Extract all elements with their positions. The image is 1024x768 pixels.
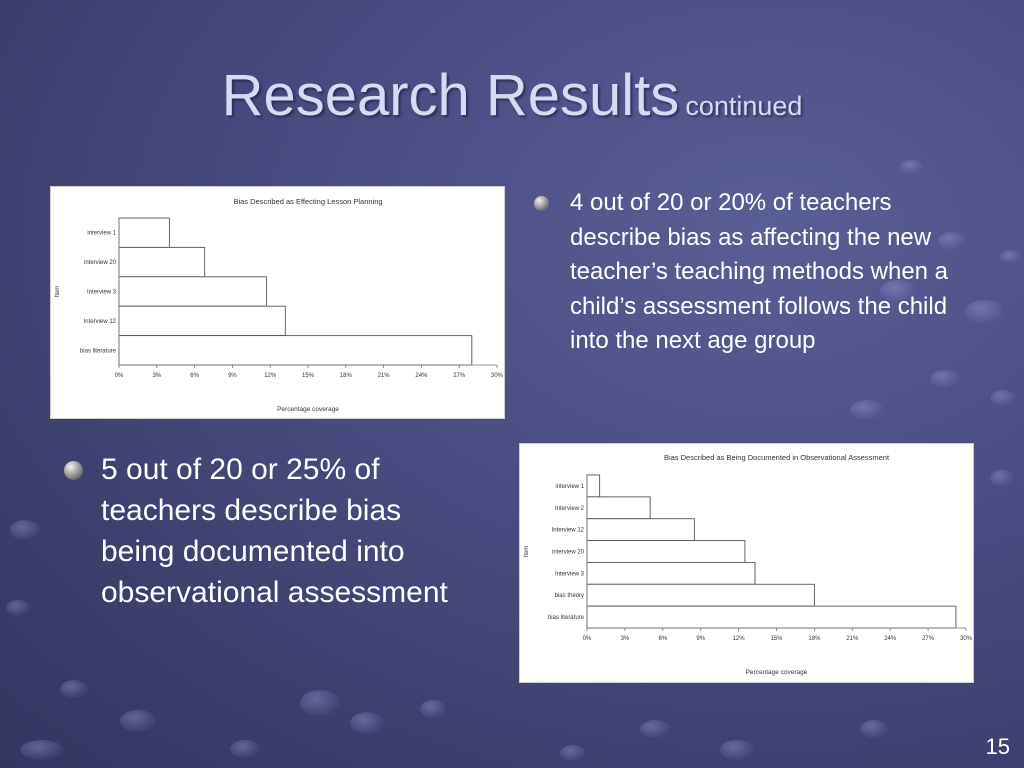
x-tick-label: 6% [658, 636, 667, 642]
y-tick-label: Interview 2 [555, 506, 585, 512]
bullet-observational-assessment: 5 out of 20 or 25% of teachers describe … [64, 449, 474, 613]
chart-bar [118, 246, 206, 278]
bullet-lesson-planning-text: 4 out of 20 or 20% of teachers describe … [570, 189, 949, 354]
slide-title-main: Research Results [221, 63, 680, 128]
bullet-sphere-icon [534, 196, 549, 211]
x-tick-label: 6% [190, 373, 199, 379]
x-tick-label: 30% [960, 636, 973, 642]
chart-observational-assessment-svg: Bias Described as Being Documented in Ob… [524, 453, 973, 676]
x-tick-label: 27% [922, 636, 935, 642]
page-number: 15 [985, 734, 1010, 759]
x-tick-label: 15% [770, 636, 783, 642]
y-axis-label: Item [524, 546, 530, 558]
bullet-lesson-planning: 4 out of 20 or 20% of teachers describe … [534, 186, 964, 359]
x-tick-label: 21% [378, 373, 391, 379]
x-tick-label: 15% [302, 373, 315, 379]
bullet-sphere-icon [64, 461, 83, 480]
chart-bar [586, 561, 756, 585]
y-tick-label: interview 1 [555, 484, 584, 490]
chart-bar [118, 335, 473, 366]
x-tick-label: 21% [846, 636, 859, 642]
chart-observational-assessment: Bias Described as Being Documented in Ob… [519, 443, 974, 683]
x-tick-label: 30% [491, 373, 504, 379]
chart-bar [118, 217, 170, 248]
x-tick-label: 24% [884, 636, 897, 642]
chart-bar [586, 496, 651, 520]
x-tick-label: 18% [808, 636, 821, 642]
x-tick-label: 3% [621, 636, 630, 642]
y-tick-label: Interview 3 [555, 571, 585, 577]
chart-bar [118, 305, 286, 337]
y-tick-label: Interview 12 [552, 528, 585, 534]
chart-bar [586, 605, 957, 629]
chart-bar [586, 583, 815, 607]
y-tick-label: bias theory [555, 593, 584, 599]
slide-title-subtitle: continued [685, 91, 803, 121]
y-tick-label: interview 1 [87, 231, 116, 237]
x-tick-label: 12% [733, 636, 746, 642]
chart-title: Bias Described as Effecting Lesson Plann… [233, 197, 382, 206]
y-axis-label: Item [55, 286, 61, 298]
y-tick-label: bias literature [80, 348, 117, 354]
chart-bar [586, 518, 695, 542]
slide-title: Research Results continued [0, 62, 1024, 129]
chart-bar [118, 276, 267, 307]
chart-bar [586, 474, 601, 498]
x-tick-label: 12% [264, 373, 277, 379]
bullet-observational-assessment-text: 5 out of 20 or 25% of teachers describe … [101, 453, 448, 609]
chart-lesson-planning-svg: Bias Described as Effecting Lesson Plann… [55, 197, 504, 413]
x-tick-label: 9% [228, 373, 237, 379]
y-tick-label: Interview 3 [87, 290, 117, 296]
y-tick-label: bias literature [548, 615, 585, 621]
x-tick-label: 0% [115, 373, 124, 379]
x-axis-label: Percentage coverage [277, 406, 339, 413]
chart-lesson-planning: Bias Described as Effecting Lesson Plann… [50, 186, 505, 419]
x-tick-label: 27% [453, 373, 466, 379]
y-tick-label: Interview 12 [84, 319, 117, 325]
x-axis-label: Percentage coverage [746, 669, 808, 676]
x-tick-label: 3% [152, 373, 161, 379]
y-tick-label: interview 20 [84, 260, 117, 266]
chart-title: Bias Described as Being Documented in Ob… [664, 453, 890, 462]
x-tick-label: 0% [583, 636, 592, 642]
x-tick-label: 24% [415, 373, 428, 379]
chart-bar [586, 540, 746, 563]
x-tick-label: 9% [696, 636, 705, 642]
y-tick-label: interview 20 [552, 550, 585, 556]
x-tick-label: 18% [340, 373, 353, 379]
